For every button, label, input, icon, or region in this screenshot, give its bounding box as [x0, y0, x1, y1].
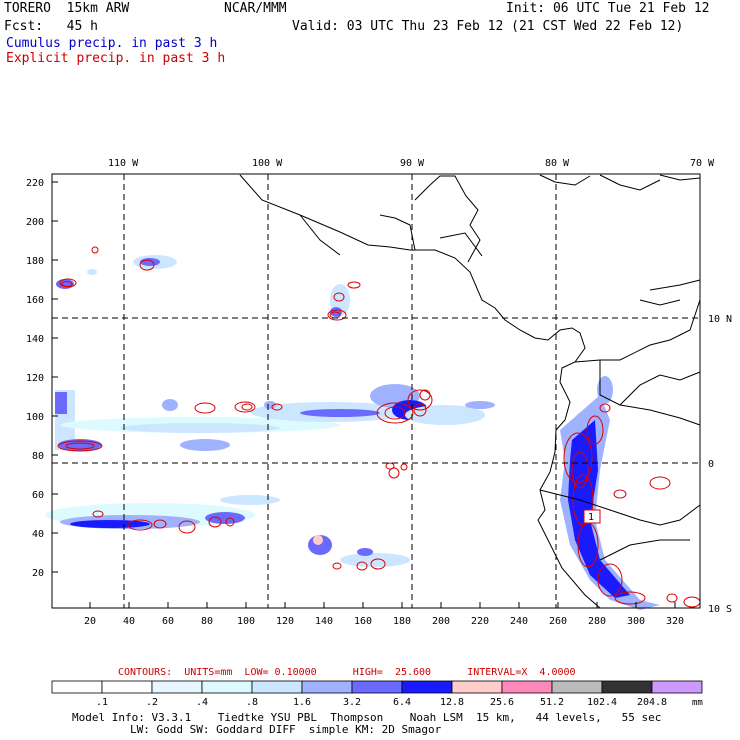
model-info-line1: Model Info: V3.3.1 Tiedtke YSU PBL Thomp…	[72, 711, 662, 724]
colorbar-label: 12.8	[440, 697, 464, 708]
x-tick-label: 320	[666, 616, 684, 627]
colorbar-unit: mm	[692, 698, 703, 708]
lon-label: 70 W	[690, 158, 715, 169]
x-tick-marks	[89, 602, 676, 608]
lat-label: 10 S	[708, 604, 732, 615]
colorbar-label: .1	[96, 697, 108, 708]
colorbar-swatch	[201, 680, 253, 694]
x-tick-label: 80	[201, 616, 213, 627]
y-tick-label: 40	[32, 529, 44, 540]
x-tick-label: 20	[84, 616, 96, 627]
x-tick-label: 40	[123, 616, 135, 627]
colorbar-swatch	[51, 680, 103, 694]
colorbar-label: 102.4	[587, 697, 617, 708]
explicit-precip-label: Explicit precip. in past 3 h	[6, 51, 226, 66]
lon-label: 80 W	[545, 158, 570, 169]
forecast-hour: Fcst: 45 h	[4, 19, 98, 34]
colorbar-swatch	[251, 680, 303, 694]
lat-lon-grid	[52, 174, 700, 608]
colorbar-swatch	[101, 680, 153, 694]
colorbar-swatch	[151, 680, 203, 694]
x-tick-label: 300	[627, 616, 645, 627]
y-tick-label: 140	[26, 334, 44, 345]
x-tick-label: 180	[393, 616, 411, 627]
colorbar-label: 204.8	[637, 697, 667, 708]
init-time: Init: 06 UTC Tue 21 Feb 12	[506, 1, 710, 16]
x-tick-label: 200	[432, 616, 450, 627]
y-tick-label: 160	[26, 295, 44, 306]
coastlines	[239, 174, 701, 609]
org-label: NCAR/MMM	[224, 1, 287, 16]
colorbar-label: .4	[196, 697, 208, 708]
colorbar-label: 25.6	[490, 697, 514, 708]
colorbar-label: 51.2	[540, 697, 564, 708]
x-tick-label: 220	[471, 616, 489, 627]
colorbar-label: .2	[146, 697, 158, 708]
lat-label: 0	[708, 459, 714, 470]
colorbar-swatch	[601, 680, 653, 694]
y-tick-label: 60	[32, 490, 44, 501]
lon-label: 110 W	[108, 158, 139, 169]
colorbar-swatch	[451, 680, 503, 694]
cumulus-precip-shading	[45, 255, 660, 610]
y-tick-label: 200	[26, 217, 44, 228]
colorbar-swatch	[301, 680, 353, 694]
colorbar-label: .8	[246, 697, 258, 708]
x-tick-label: 240	[510, 616, 528, 627]
colorbar-label: 1.6	[293, 697, 311, 708]
colorbar-label: 3.2	[343, 697, 361, 708]
colorbar-swatch	[501, 680, 553, 694]
colorbar-label: 6.4	[393, 697, 411, 708]
lat-label: 10 N	[708, 314, 732, 325]
y-tick-label: 180	[26, 256, 44, 267]
x-tick-label: 140	[315, 616, 333, 627]
colorbar-swatch	[551, 680, 603, 694]
model-info-line2: LW: Godd SW: Goddard DIFF simple KM: 2D …	[130, 723, 442, 736]
map-frame	[51, 173, 701, 609]
x-tick-label: 100	[237, 616, 255, 627]
x-tick-label: 120	[276, 616, 294, 627]
contour-label: 1	[588, 512, 594, 523]
y-tick-label: 80	[32, 451, 44, 462]
contours-info: CONTOURS: UNITS=mm LOW= 0.10000 HIGH= 25…	[118, 667, 576, 678]
colorbar-swatch	[351, 680, 403, 694]
x-tick-label: 280	[588, 616, 606, 627]
colorbar-swatch	[401, 680, 453, 694]
colorbar: .1 .2 .4 .8 1.6 3.2 6.4 12.8 25.6 51.2 102.4 204.8 m…	[51, 680, 703, 708]
colorbar-swatch	[651, 680, 703, 694]
lon-label: 90 W	[400, 158, 425, 169]
y-tick-label: 120	[26, 373, 44, 384]
valid-time: Valid: 03 UTC Thu 23 Feb 12 (21 CST Wed …	[292, 19, 684, 34]
y-tick-marks	[52, 181, 58, 573]
contour-label-box	[583, 509, 601, 524]
cumulus-precip-label: Cumulus precip. in past 3 h	[6, 36, 218, 51]
y-tick-label: 100	[26, 412, 44, 423]
y-tick-label: 220	[26, 178, 44, 189]
x-tick-label: 260	[549, 616, 567, 627]
lon-label: 100 W	[252, 158, 283, 169]
explicit-precip-contours	[57, 246, 701, 608]
model-title: TORERO 15km ARW	[4, 1, 130, 16]
x-tick-label: 160	[354, 616, 372, 627]
y-tick-label: 20	[32, 568, 44, 579]
x-tick-label: 60	[162, 616, 174, 627]
